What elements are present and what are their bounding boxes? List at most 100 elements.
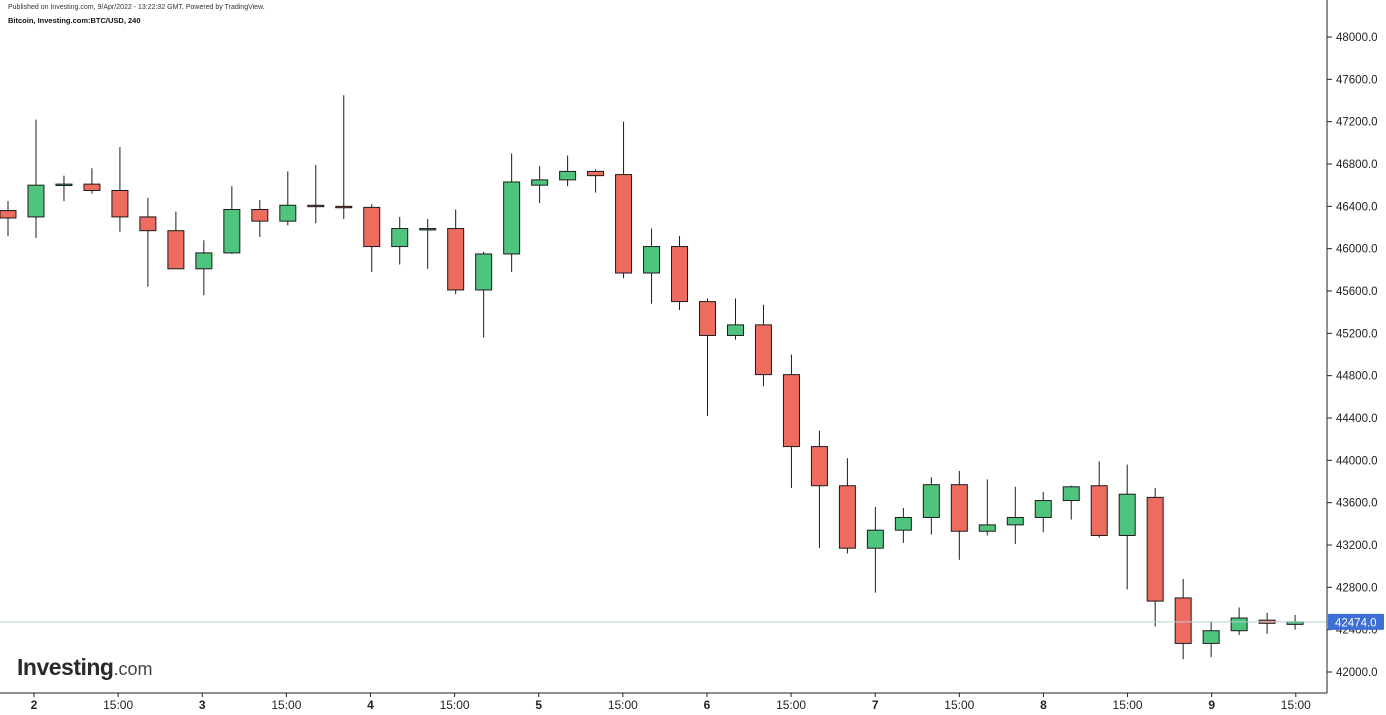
candle <box>251 199 269 238</box>
candle-body <box>1146 496 1164 602</box>
y-tick-label: 42800.0 <box>1336 582 1378 594</box>
x-tick-label: 4 <box>367 698 374 712</box>
y-tick-label: 44400.0 <box>1336 413 1378 425</box>
candle <box>1034 492 1052 533</box>
y-tick-label: 44800.0 <box>1336 371 1378 383</box>
candle-body <box>0 210 17 219</box>
candle-body <box>335 205 353 209</box>
candle <box>894 507 912 543</box>
x-tick-label: 15:00 <box>944 698 974 712</box>
published-note: Published on Investing.com, 9/Apr/2022 -… <box>8 4 265 11</box>
candle <box>503 153 521 272</box>
candle <box>111 147 129 232</box>
candle-body <box>754 324 772 376</box>
x-tick-label: 15:00 <box>271 698 301 712</box>
candle-body <box>55 183 73 187</box>
candle <box>0 201 17 236</box>
candle <box>167 211 185 270</box>
investing-logo: Investing.com <box>17 654 152 681</box>
candle-body <box>419 228 437 231</box>
candle <box>615 121 633 279</box>
candle <box>83 168 101 194</box>
y-tick-label: 45600.0 <box>1336 286 1378 298</box>
y-tick-label: 46400.0 <box>1336 201 1378 213</box>
y-tick-label: 46000.0 <box>1336 244 1378 256</box>
candle <box>1062 485 1080 520</box>
candle-body <box>1006 516 1024 526</box>
y-axis: 48000.0 47600.0 47200.0 46800.0 46400.0 46000… <box>1327 32 1378 679</box>
candle-body <box>475 253 493 291</box>
candle <box>1006 486 1024 544</box>
candle-body <box>1174 597 1192 644</box>
y-tick-label: 48000.0 <box>1336 32 1378 44</box>
candle <box>1202 621 1220 658</box>
candle-body <box>866 529 884 549</box>
candle <box>838 458 856 554</box>
y-tick-label: 44000.0 <box>1336 455 1378 467</box>
candle <box>726 298 744 340</box>
candle-body <box>447 228 465 291</box>
y-tick-label: 45200.0 <box>1336 328 1378 340</box>
candle-body <box>27 184 45 218</box>
candle-body <box>307 204 325 208</box>
candle-body <box>279 204 297 222</box>
candle-body <box>587 170 605 177</box>
y-tick-label: 47200.0 <box>1336 117 1378 129</box>
x-tick-label: 15:00 <box>608 698 638 712</box>
candle <box>810 430 828 549</box>
candle <box>1146 487 1164 627</box>
candle <box>1090 461 1108 538</box>
candle <box>559 155 577 187</box>
candle <box>335 95 353 220</box>
candle-body <box>111 189 129 218</box>
candle <box>1230 607 1248 635</box>
candle <box>922 477 940 535</box>
candle <box>866 506 884 593</box>
candle <box>754 304 772 387</box>
candle <box>279 171 297 226</box>
symbol-title: Bitcoin, Investing.com:BTC/USD, 240 <box>8 16 141 25</box>
candle <box>950 470 968 560</box>
x-axis: 2 15:00 3 15:00 4 15:00 5 15:00 6 15:00 7 15:00 8 15:… <box>31 693 1311 712</box>
candle-body <box>894 516 912 531</box>
candle-body <box>950 484 968 532</box>
candle <box>475 251 493 338</box>
candle-body <box>838 485 856 549</box>
y-tick-label: 43600.0 <box>1336 498 1378 510</box>
y-tick-label: 46800.0 <box>1336 159 1378 171</box>
y-tick-label: 47600.0 <box>1336 74 1378 86</box>
candle <box>419 219 437 269</box>
candle <box>391 216 409 265</box>
candle <box>139 197 157 287</box>
x-tick-label: 15:00 <box>1281 698 1311 712</box>
candle <box>363 204 381 272</box>
last-price-badge-bg <box>1328 613 1384 630</box>
candle <box>643 228 661 304</box>
candle-body <box>922 484 940 518</box>
candles-layer <box>0 95 1304 660</box>
candle-body <box>1118 493 1136 536</box>
candle-body <box>83 183 101 191</box>
candle <box>447 209 465 295</box>
candle <box>55 175 73 202</box>
candle-body <box>726 324 744 336</box>
candle <box>307 165 325 224</box>
candle <box>531 166 549 204</box>
x-tick-label: 7 <box>872 698 879 712</box>
candle <box>1258 612 1276 634</box>
candle <box>1118 464 1136 590</box>
candle-body <box>1062 486 1080 502</box>
x-tick-label: 9 <box>1208 698 1215 712</box>
candle-body <box>1090 485 1108 536</box>
candle <box>195 240 213 296</box>
candle-body <box>363 206 381 248</box>
x-tick-label: 3 <box>199 698 206 712</box>
candle-body <box>615 174 633 274</box>
candle-body <box>1034 500 1052 518</box>
last-price-badge: 42474.0 <box>1328 613 1384 630</box>
candle-body <box>782 374 800 448</box>
y-tick-label: 43200.0 <box>1336 540 1378 552</box>
candle-body <box>139 216 157 232</box>
candle <box>782 354 800 488</box>
